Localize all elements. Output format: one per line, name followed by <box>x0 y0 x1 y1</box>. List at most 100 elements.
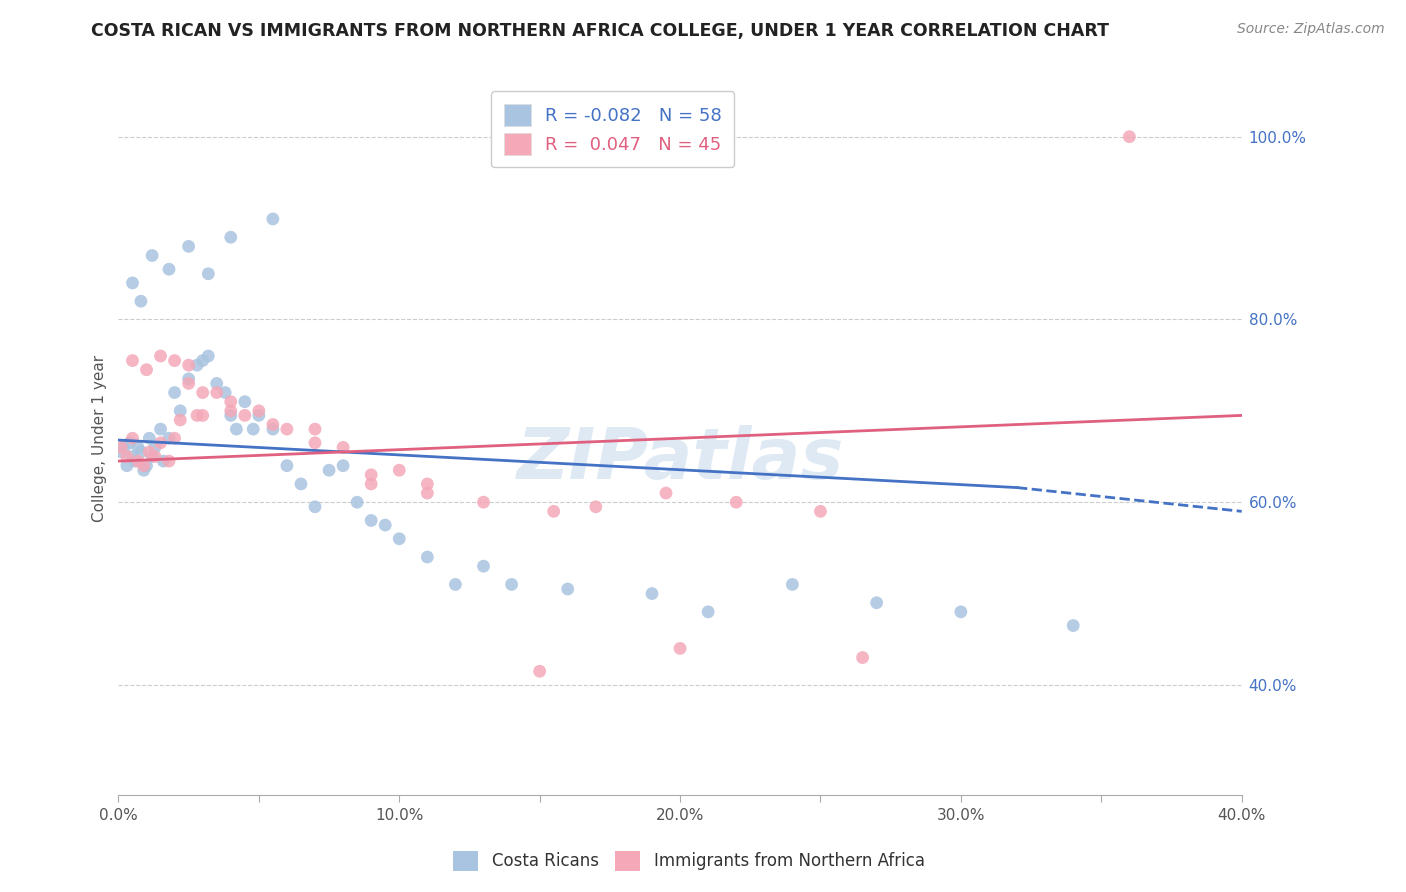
Point <box>388 532 411 546</box>
Point <box>110 441 132 455</box>
Point <box>157 431 180 445</box>
Point <box>374 518 396 533</box>
Point <box>191 385 214 400</box>
Point <box>143 441 166 455</box>
Point <box>697 605 720 619</box>
Point <box>225 422 247 436</box>
Point <box>197 267 219 281</box>
Point <box>129 294 152 309</box>
Point <box>141 450 163 464</box>
Point <box>782 577 804 591</box>
Point <box>219 404 242 418</box>
Point <box>219 230 242 244</box>
Point <box>132 463 155 477</box>
Point <box>233 394 256 409</box>
Point <box>360 467 382 482</box>
Point <box>247 404 270 418</box>
Point <box>725 495 748 509</box>
Point <box>219 394 242 409</box>
Point <box>262 417 284 432</box>
Point <box>163 353 186 368</box>
Point <box>197 349 219 363</box>
Point <box>472 495 495 509</box>
Point <box>669 641 692 656</box>
Point <box>346 495 368 509</box>
Point <box>1062 618 1084 632</box>
Point <box>416 486 439 500</box>
Point <box>121 450 143 464</box>
Point <box>501 577 523 591</box>
Point <box>152 454 174 468</box>
Point <box>191 353 214 368</box>
Point <box>810 504 832 518</box>
Point <box>865 596 887 610</box>
Point <box>262 211 284 226</box>
Point <box>247 409 270 423</box>
Point <box>143 450 166 464</box>
Point <box>149 349 172 363</box>
Point <box>416 477 439 491</box>
Legend: R = -0.082   N = 58, R =  0.047   N = 45: R = -0.082 N = 58, R = 0.047 N = 45 <box>491 91 734 168</box>
Point <box>233 409 256 423</box>
Point <box>177 376 200 391</box>
Point <box>121 276 143 290</box>
Y-axis label: College, Under 1 year: College, Under 1 year <box>93 355 107 522</box>
Point <box>332 458 354 473</box>
Point <box>177 358 200 372</box>
Point <box>124 454 146 468</box>
Point <box>186 409 208 423</box>
Text: Source: ZipAtlas.com: Source: ZipAtlas.com <box>1237 22 1385 37</box>
Legend: Costa Ricans, Immigrants from Northern Africa: Costa Ricans, Immigrants from Northern A… <box>444 842 934 880</box>
Point <box>135 362 157 376</box>
Point <box>641 586 664 600</box>
Point <box>304 422 326 436</box>
Point <box>169 413 191 427</box>
Point <box>242 422 264 436</box>
Point <box>127 441 149 455</box>
Point <box>304 435 326 450</box>
Point <box>472 559 495 574</box>
Point <box>149 422 172 436</box>
Point <box>304 500 326 514</box>
Point <box>157 262 180 277</box>
Point <box>219 409 242 423</box>
Point <box>360 513 382 527</box>
Point <box>585 500 607 514</box>
Point <box>163 431 186 445</box>
Point <box>110 445 132 459</box>
Text: COSTA RICAN VS IMMIGRANTS FROM NORTHERN AFRICA COLLEGE, UNDER 1 YEAR CORRELATION: COSTA RICAN VS IMMIGRANTS FROM NORTHERN … <box>91 22 1109 40</box>
Point <box>163 385 186 400</box>
Point <box>157 454 180 468</box>
Point <box>132 458 155 473</box>
Point <box>290 477 312 491</box>
Point <box>138 445 160 459</box>
Point <box>360 477 382 491</box>
Point <box>318 463 340 477</box>
Point <box>529 665 551 679</box>
Point <box>115 450 138 464</box>
Point <box>177 372 200 386</box>
Point <box>276 458 298 473</box>
Point <box>1118 129 1140 144</box>
Point <box>388 463 411 477</box>
Point <box>949 605 972 619</box>
Point <box>135 458 157 473</box>
Point <box>852 650 875 665</box>
Point <box>205 385 228 400</box>
Point <box>141 248 163 262</box>
Point <box>177 239 200 253</box>
Point <box>332 441 354 455</box>
Point <box>121 431 143 445</box>
Point <box>127 454 149 468</box>
Point <box>129 445 152 459</box>
Point <box>149 435 172 450</box>
Point <box>543 504 565 518</box>
Point <box>444 577 467 591</box>
Point <box>416 549 439 564</box>
Point <box>557 582 579 596</box>
Point <box>138 431 160 445</box>
Point <box>169 404 191 418</box>
Point <box>191 409 214 423</box>
Point <box>118 435 141 450</box>
Point <box>115 458 138 473</box>
